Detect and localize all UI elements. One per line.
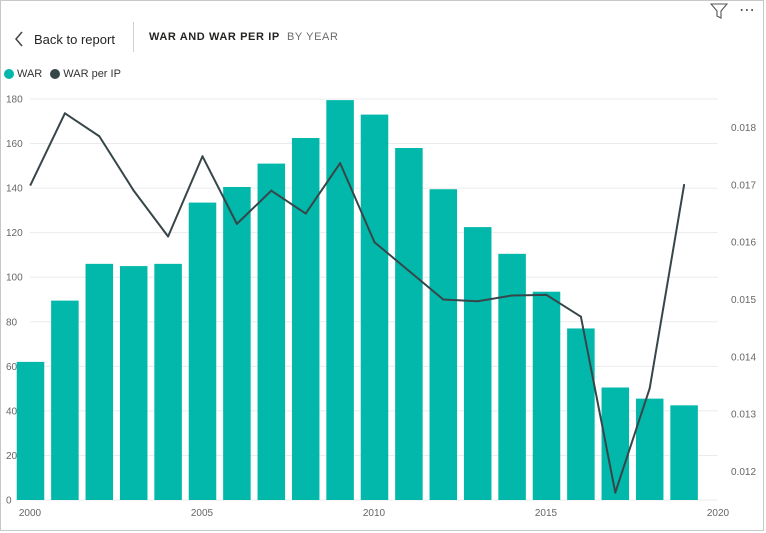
bar-war[interactable] (223, 186, 251, 500)
line-point-war-per-ip[interactable] (579, 315, 582, 318)
x-tick-label: 2005 (191, 508, 214, 519)
legend: WAR WAR per IP (4, 68, 129, 80)
line-point-war-per-ip[interactable] (648, 387, 651, 390)
line-point-war-per-ip[interactable] (201, 155, 204, 158)
y2-tick-label: 0.017 (731, 180, 756, 191)
y-tick-label: 40 (6, 406, 18, 417)
line-point-war-per-ip[interactable] (63, 112, 66, 115)
line-point-war-per-ip[interactable] (442, 298, 445, 301)
line-point-war-per-ip[interactable] (511, 294, 514, 297)
line-point-war-per-ip[interactable] (304, 212, 307, 215)
bar-war[interactable] (154, 263, 182, 500)
line-point-war-per-ip[interactable] (29, 183, 32, 186)
bar-war[interactable] (395, 148, 423, 500)
bar-war[interactable] (463, 227, 492, 500)
back-to-report-button[interactable]: Back to report (14, 28, 115, 50)
bar-war[interactable] (635, 398, 664, 500)
header-divider (133, 22, 134, 52)
x-tick-label: 2000 (19, 508, 42, 519)
y2-tick-label: 0.015 (731, 295, 756, 306)
bar-war[interactable] (119, 266, 148, 500)
line-war-per-ip[interactable] (29, 112, 686, 494)
chart-title: WAR AND WAR PER IP (149, 31, 280, 43)
bar-war[interactable] (498, 253, 526, 500)
back-label: Back to report (34, 31, 115, 47)
y-tick-label: 160 (6, 139, 23, 150)
x-tick-label: 2015 (535, 508, 558, 519)
line-point-war-per-ip[interactable] (373, 241, 376, 244)
x-tick-label: 2020 (707, 508, 730, 519)
legend-item-war-per-ip[interactable]: WAR per IP (50, 68, 121, 80)
chart-subtitle: BY YEAR (287, 31, 339, 43)
bar-war[interactable] (85, 263, 114, 500)
y-tick-label: 20 (6, 451, 18, 462)
bar-war[interactable] (291, 137, 320, 500)
y-tick-label: 80 (6, 317, 18, 328)
y-tick-label: 60 (6, 362, 18, 373)
filter-icon[interactable] (710, 3, 728, 19)
bar-war[interactable] (16, 361, 45, 500)
y-tick-label: 180 (6, 95, 23, 106)
y2-tick-label: 0.012 (731, 467, 756, 478)
y2-tick-label: 0.018 (731, 123, 756, 134)
bar-war[interactable] (326, 100, 354, 500)
bar-war[interactable] (360, 114, 389, 500)
y-tick-label: 120 (6, 228, 23, 239)
bar-war[interactable] (257, 163, 286, 500)
bar-war[interactable] (51, 300, 79, 500)
legend-label-war: WAR (17, 68, 43, 80)
legend-swatch-war (4, 69, 14, 79)
bar-war[interactable] (567, 328, 595, 500)
header-bar: Back to report WAR AND WAR PER IP BY YEA… (0, 0, 766, 62)
line-point-war-per-ip[interactable] (545, 293, 548, 296)
legend-swatch-war-per-ip (50, 69, 61, 79)
legend-item-war[interactable]: WAR (4, 68, 42, 80)
y2-tick-label: 0.013 (731, 410, 756, 421)
y2-tick-label: 0.014 (731, 352, 756, 363)
line-point-war-per-ip[interactable] (339, 162, 342, 165)
line-point-war-per-ip[interactable] (614, 491, 617, 494)
chevron-left-icon (15, 31, 23, 47)
more-options-icon[interactable]: ⋯ (739, 2, 756, 19)
line-point-war-per-ip[interactable] (132, 189, 135, 192)
y2-tick-label: 0.016 (731, 238, 756, 249)
bar-war[interactable] (532, 291, 561, 500)
x-tick-label: 2010 (363, 508, 386, 519)
line-point-war-per-ip[interactable] (98, 135, 101, 138)
bar-war[interactable] (670, 405, 698, 500)
y-tick-label: 140 (6, 184, 23, 195)
line-point-war-per-ip[interactable] (167, 235, 170, 238)
line-point-war-per-ip[interactable] (235, 222, 238, 225)
line-point-war-per-ip[interactable] (683, 183, 686, 186)
line-point-war-per-ip[interactable] (407, 269, 410, 272)
line-point-war-per-ip[interactable] (270, 189, 273, 192)
legend-label-war-per-ip: WAR per IP (63, 68, 121, 80)
y-tick-label: 100 (6, 273, 23, 284)
bar-war[interactable] (188, 202, 217, 500)
line-point-war-per-ip[interactable] (476, 300, 479, 303)
y-tick-label: 0 (6, 496, 12, 507)
bar-war[interactable] (429, 189, 458, 500)
